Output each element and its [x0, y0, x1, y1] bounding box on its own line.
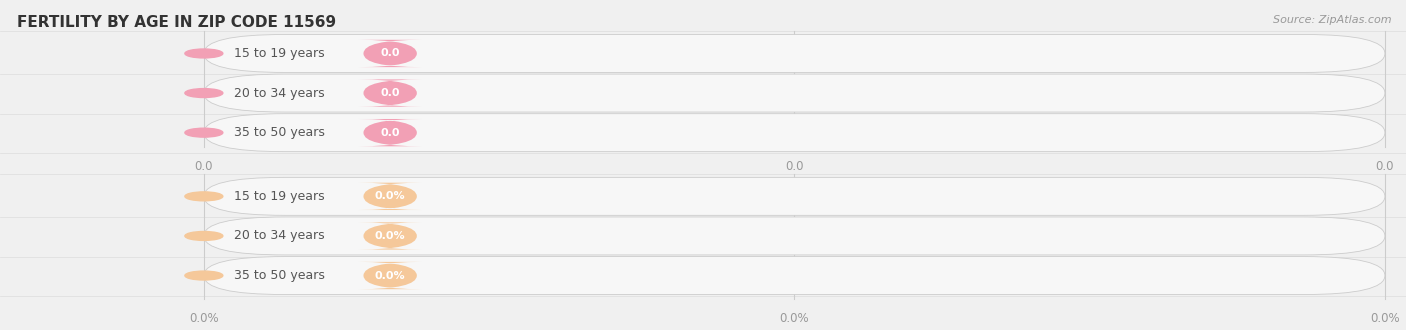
Text: 0.0: 0.0: [381, 49, 399, 58]
Text: 15 to 19 years: 15 to 19 years: [233, 47, 325, 60]
FancyBboxPatch shape: [204, 257, 1385, 294]
Text: 0.0: 0.0: [381, 88, 399, 98]
FancyBboxPatch shape: [204, 178, 1385, 215]
Text: 0.0%: 0.0%: [375, 231, 405, 241]
Circle shape: [186, 271, 222, 280]
FancyBboxPatch shape: [359, 222, 422, 249]
Text: 35 to 50 years: 35 to 50 years: [233, 126, 325, 139]
FancyBboxPatch shape: [204, 217, 1385, 255]
FancyBboxPatch shape: [359, 262, 422, 289]
FancyBboxPatch shape: [204, 114, 1385, 152]
Circle shape: [186, 128, 222, 137]
FancyBboxPatch shape: [204, 35, 1385, 73]
Text: 20 to 34 years: 20 to 34 years: [233, 229, 325, 243]
Text: 0.0: 0.0: [1375, 160, 1395, 173]
Text: 0.0: 0.0: [785, 160, 804, 173]
Text: 0.0%: 0.0%: [1369, 312, 1400, 325]
Text: FERTILITY BY AGE IN ZIP CODE 11569: FERTILITY BY AGE IN ZIP CODE 11569: [17, 15, 336, 30]
FancyBboxPatch shape: [204, 74, 1385, 112]
Text: 0.0: 0.0: [194, 160, 214, 173]
Text: 15 to 19 years: 15 to 19 years: [233, 190, 325, 203]
Circle shape: [186, 89, 222, 97]
Circle shape: [186, 49, 222, 58]
Circle shape: [186, 192, 222, 201]
FancyBboxPatch shape: [359, 40, 422, 67]
Text: 0.0%: 0.0%: [188, 312, 219, 325]
Text: 0.0: 0.0: [381, 128, 399, 138]
FancyBboxPatch shape: [359, 183, 422, 210]
FancyBboxPatch shape: [359, 119, 422, 146]
Text: 20 to 34 years: 20 to 34 years: [233, 86, 325, 100]
Text: 35 to 50 years: 35 to 50 years: [233, 269, 325, 282]
Text: 0.0%: 0.0%: [375, 191, 405, 201]
Text: 0.0%: 0.0%: [375, 271, 405, 280]
FancyBboxPatch shape: [359, 80, 422, 107]
Text: 0.0%: 0.0%: [779, 312, 810, 325]
Circle shape: [186, 232, 222, 240]
Text: Source: ZipAtlas.com: Source: ZipAtlas.com: [1274, 15, 1392, 25]
